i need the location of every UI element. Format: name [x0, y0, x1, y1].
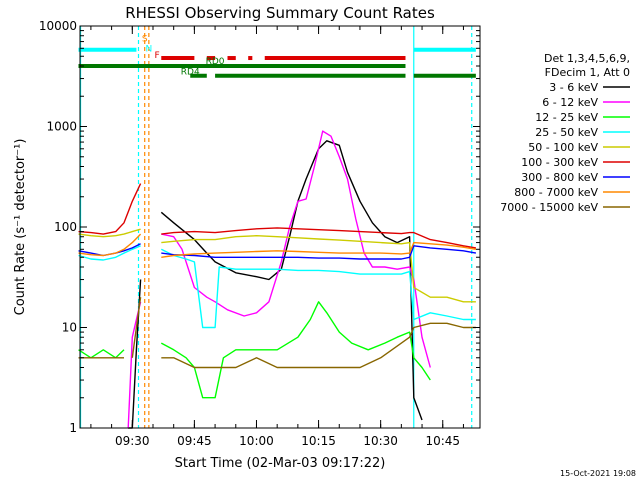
legend-label-0: 3 - 6 keV [549, 81, 598, 94]
x-axis-label: Start Time (02-Mar-03 09:17:22) [175, 456, 386, 471]
legend-label-2: 12 - 25 keV [535, 111, 598, 124]
series-line-8 [78, 297, 476, 369]
y-tick-label-2: 100 [54, 220, 77, 234]
x-tick-label-0: 09:30 [115, 434, 150, 448]
y-tick-label-3: 1000 [46, 120, 77, 134]
legend-label-3: 25 - 50 keV [535, 126, 598, 139]
legend-label-6: 300 - 800 keV [521, 171, 598, 184]
series-line-2 [78, 301, 431, 399]
series-line-0 [128, 140, 423, 429]
series-line-7 [78, 233, 477, 258]
x-tick-label-4: 10:30 [363, 434, 398, 448]
footer-date: 15-Oct-2021 19:08 [560, 469, 636, 478]
x-tick-label-2: 10:00 [239, 434, 274, 448]
legend-header-1: FDecim 1, Att 0 [545, 66, 630, 79]
annotation-rd4: RD4 [181, 67, 200, 77]
series-line-5 [78, 183, 477, 249]
annotation-rd0: RD0 [206, 57, 225, 67]
series-line-1 [127, 130, 431, 429]
x-tick-label-1: 09:45 [177, 434, 212, 448]
y-tick-label-1: 10 [62, 321, 77, 335]
legend-label-5: 100 - 300 keV [521, 156, 598, 169]
legend-label-4: 50 - 100 keV [528, 141, 598, 154]
x-tick-label-5: 10:45 [425, 434, 460, 448]
legend-label-8: 7000 - 15000 keV [500, 201, 598, 214]
legend-label-1: 6 - 12 keV [542, 96, 598, 109]
annotation-f: F [155, 51, 160, 61]
series-line-3 [78, 245, 476, 329]
series-line-4 [78, 228, 476, 303]
annotation-n: N [145, 44, 152, 54]
legend-header-0: Det 1,3,4,5,6,9, [544, 52, 630, 65]
legend-label-7: 800 - 7000 keV [514, 186, 598, 199]
y-tick-label-0: 1 [69, 421, 77, 435]
y-axis-label: Count Rate (s⁻¹ detector⁻¹) [13, 139, 28, 316]
annotation-s: S [142, 35, 148, 45]
x-tick-label-3: 10:15 [301, 434, 336, 448]
y-tick-label-4: 10000 [39, 19, 77, 33]
chart-title: RHESSI Observing Summary Count Rates [125, 4, 435, 22]
